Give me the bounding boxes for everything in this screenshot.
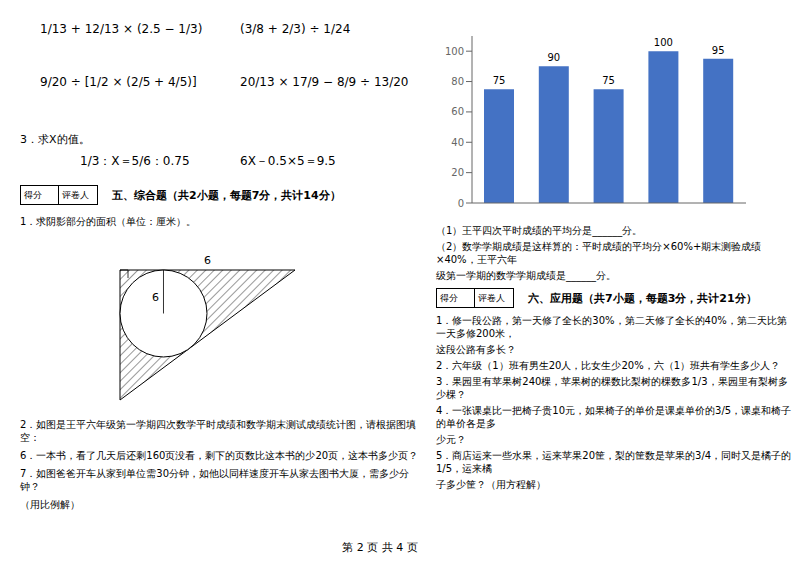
html-text:得分: 得分 xyxy=(24,190,42,200)
html-text:3．求X的值。: 3．求X的值。 xyxy=(20,133,90,146)
html-text:（2）数学学期成绩是这样算的：平时成绩的平均分×60%+期末: （2）数学学期成绩是这样算的：平时成绩的平均分×60%+期末测验成绩×40%，王… xyxy=(436,241,762,265)
svg-text:6: 6 xyxy=(204,254,211,267)
svg-text:75: 75 xyxy=(602,75,615,86)
html-text:3．果园里有苹果树240棵，苹果树的棵数比梨树的棵数多1/3: 3．果园里有苹果树240棵，苹果树的棵数比梨树的棵数多1/3，果园里有梨树多少棵… xyxy=(436,376,788,400)
svg-text:0: 0 xyxy=(458,198,464,209)
svg-text:60: 60 xyxy=(451,106,464,117)
svg-text:80: 80 xyxy=(451,76,464,87)
svg-text:75: 75 xyxy=(493,75,506,86)
html-text:6X－0.5×5＝9.5: 6X－0.5×5＝9.5 xyxy=(240,154,336,168)
html-text:1/3：X＝5/6：0.75: 1/3：X＝5/6：0.75 xyxy=(80,154,190,168)
html-text:5．商店运来一些水果，运来苹果20筐，梨的筐数是苹果的3/4: 5．商店运来一些水果，运来苹果20筐，梨的筐数是苹果的3/4，同时又是橘子的1/… xyxy=(436,450,792,474)
svg-text:90: 90 xyxy=(547,52,560,63)
html-text:（用比例解）: （用比例解） xyxy=(20,499,80,510)
svg-text:100: 100 xyxy=(654,37,673,48)
html-text:1/13 + 12/13 × (2.5 − 1/3): 1/13 + 12/13 × (2.5 − 1/3) xyxy=(40,22,203,36)
html-text:（1）王平四次平时成绩的平均分是______分。: （1）王平四次平时成绩的平均分是______分。 xyxy=(436,225,643,236)
svg-text:20: 20 xyxy=(451,167,464,178)
html-text:2．六年级（1）班有男生20人，比女生少20%，六（1）班共: 2．六年级（1）班有男生20人，比女生少20%，六（1）班共有学生多少人？ xyxy=(436,360,780,371)
html-text:7．如图爸爸开车从家到单位需30分钟，如他以同样速度开车从家: 7．如图爸爸开车从家到单位需30分钟，如他以同样速度开车从家去图书大厦，需多少分… xyxy=(20,468,410,492)
html-text:这段公路有多长？: 这段公路有多长？ xyxy=(436,344,516,355)
svg-text:40: 40 xyxy=(451,137,464,148)
html-text:20/13 × 17/9 − 8/9 ÷ 13/20: 20/13 × 17/9 − 8/9 ÷ 13/20 xyxy=(240,75,409,89)
html-text:6．一本书，看了几天后还剩160页没看，剩下的页数比这本书的: 6．一本书，看了几天后还剩160页没看，剩下的页数比这本书的少20页，这本书多少… xyxy=(20,450,419,461)
html-text:少元？: 少元？ xyxy=(436,434,466,445)
html-text:2．如图是王平六年级第一学期四次数学平时成绩和数学期末测试成: 2．如图是王平六年级第一学期四次数学平时成绩和数学期末测试成绩统计图，请根据图填… xyxy=(20,419,417,443)
svg-text:6: 6 xyxy=(152,291,159,304)
html-text:五、综合题（共2小题，每题7分，共计14分）: 五、综合题（共2小题，每题7分，共计14分） xyxy=(112,188,341,202)
html-text:级第一学期的数学学期成绩是______分。: 级第一学期的数学学期成绩是______分。 xyxy=(436,270,616,281)
html-text:4．一张课桌比一把椅子贵10元，如果椅子的单价是课桌单价的3: 4．一张课桌比一把椅子贵10元，如果椅子的单价是课桌单价的3/5，课桌和椅子的单… xyxy=(436,405,792,429)
html-text:得分: 得分 xyxy=(440,293,458,303)
html-text:1．修一段公路，第一天修了全长的30%，第二天修了全长的40: 1．修一段公路，第一天修了全长的30%，第二天修了全长的40%，第二天比第一天多… xyxy=(436,315,787,339)
html-text:六、应用题（共7小题，每题3分，共计21分）: 六、应用题（共7小题，每题3分，共计21分） xyxy=(528,291,757,305)
svg-text:95: 95 xyxy=(712,45,725,56)
html-text:(3/8 + 2/3) ÷ 1/24: (3/8 + 2/3) ÷ 1/24 xyxy=(240,22,351,36)
html-text:第 2 页 共 4 页: 第 2 页 共 4 页 xyxy=(342,541,418,554)
html-text:9/20 ÷ [1/2 × (2/5 + 4/5)]: 9/20 ÷ [1/2 × (2/5 + 4/5)] xyxy=(40,75,197,89)
svg-text:100: 100 xyxy=(445,46,464,57)
html-text:子多少筐？（用方程解）: 子多少筐？（用方程解） xyxy=(436,479,546,490)
html-text:评卷人: 评卷人 xyxy=(62,190,90,200)
html-text:评卷人: 评卷人 xyxy=(478,293,506,303)
html-text:1．求阴影部分的面积（单位：厘米）。: 1．求阴影部分的面积（单位：厘米）。 xyxy=(20,216,197,227)
